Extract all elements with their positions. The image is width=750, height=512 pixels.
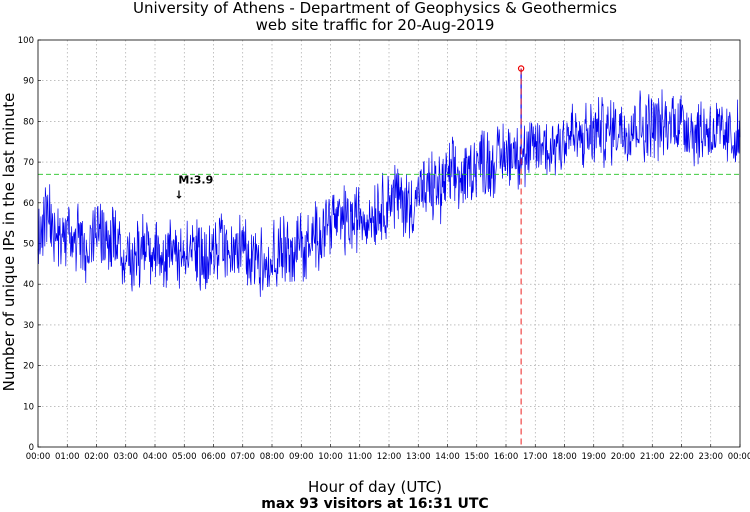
x-tick-label: 09:00 bbox=[289, 452, 314, 462]
x-tick-label: 19:00 bbox=[582, 452, 607, 462]
x-tick-label: 21:00 bbox=[640, 452, 665, 462]
x-tick-label: 18:00 bbox=[552, 452, 577, 462]
max-point-marker bbox=[517, 65, 525, 72]
chart-title: University of Athens - Department of Geo… bbox=[133, 0, 617, 17]
y-tick-label: 70 bbox=[23, 158, 34, 168]
x-tick-label: 10:00 bbox=[318, 452, 343, 462]
y-tick-label: 0 bbox=[29, 443, 34, 453]
x-tick-label: 11:00 bbox=[348, 452, 373, 462]
x-tick-label: 22:00 bbox=[669, 452, 694, 462]
y-tick-label: 100 bbox=[18, 36, 34, 46]
x-tick-label: 16:00 bbox=[494, 452, 519, 462]
x-axis-label: Hour of day (UTC) bbox=[308, 478, 442, 496]
plot-frame bbox=[37, 39, 741, 448]
x-tick-label: 01:00 bbox=[55, 452, 80, 462]
x-tick-label: 17:00 bbox=[523, 452, 548, 462]
x-tick-label: 15:00 bbox=[465, 452, 490, 462]
chart-subtitle: web site traffic for 20-Aug-2019 bbox=[255, 16, 495, 34]
x-tick-label: 12:00 bbox=[377, 452, 402, 462]
x-tick-label: 08:00 bbox=[260, 452, 285, 462]
x-tick-label: 00:00 bbox=[728, 452, 750, 462]
max-visitors-label: max 93 visitors at 16:31 UTC bbox=[261, 496, 489, 512]
y-tick-label: 60 bbox=[23, 199, 34, 209]
y-tick-label: 80 bbox=[23, 117, 34, 127]
x-tick-label: 23:00 bbox=[699, 452, 724, 462]
y-tick-label: 40 bbox=[23, 280, 34, 290]
x-tick-label: 03:00 bbox=[114, 452, 139, 462]
x-tick-label: 00:00 bbox=[26, 452, 51, 462]
series-line bbox=[37, 89, 741, 297]
x-tick-label: 13:00 bbox=[406, 452, 431, 462]
x-tick-label: 14:00 bbox=[435, 452, 460, 462]
y-tick-label: 20 bbox=[23, 362, 34, 372]
x-tick-label: 04:00 bbox=[143, 452, 168, 462]
y-tick-label: 90 bbox=[23, 77, 34, 87]
x-tick-label: 02:00 bbox=[84, 452, 109, 462]
annotation-label: M:3.9 bbox=[178, 174, 213, 187]
y-tick-label: 50 bbox=[23, 240, 34, 250]
y-tick-label: 10 bbox=[23, 402, 34, 412]
annotation-arrow: ↓ bbox=[174, 189, 183, 202]
y-tick-label: 30 bbox=[23, 321, 34, 331]
x-tick-label: 05:00 bbox=[172, 452, 197, 462]
x-tick-label: 20:00 bbox=[611, 452, 636, 462]
x-tick-label: 06:00 bbox=[201, 452, 226, 462]
x-tick-label: 07:00 bbox=[231, 452, 256, 462]
